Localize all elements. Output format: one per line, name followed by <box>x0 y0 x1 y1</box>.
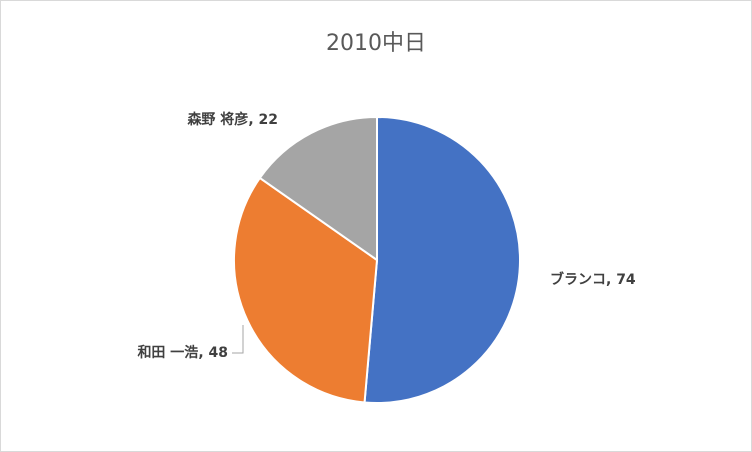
leader-line <box>232 325 244 354</box>
data-label: 森野 将彦, 22 <box>187 111 278 128</box>
data-label: ブランコ, 74 <box>550 271 636 288</box>
chart-title: 2010中日 <box>326 31 426 56</box>
category-name: 森野 将彦 <box>187 111 248 128</box>
value-label: , 74 <box>606 272 636 288</box>
value-label: , 22 <box>248 112 278 128</box>
data-label: 和田 一浩, 48 <box>137 344 228 361</box>
category-name: 和田 一浩 <box>137 344 198 361</box>
category-name: ブランコ <box>550 271 606 288</box>
pie-slice <box>363 115 521 404</box>
pie-slice <box>233 176 379 404</box>
value-label: , 48 <box>198 345 228 361</box>
pie-slice <box>258 115 378 262</box>
